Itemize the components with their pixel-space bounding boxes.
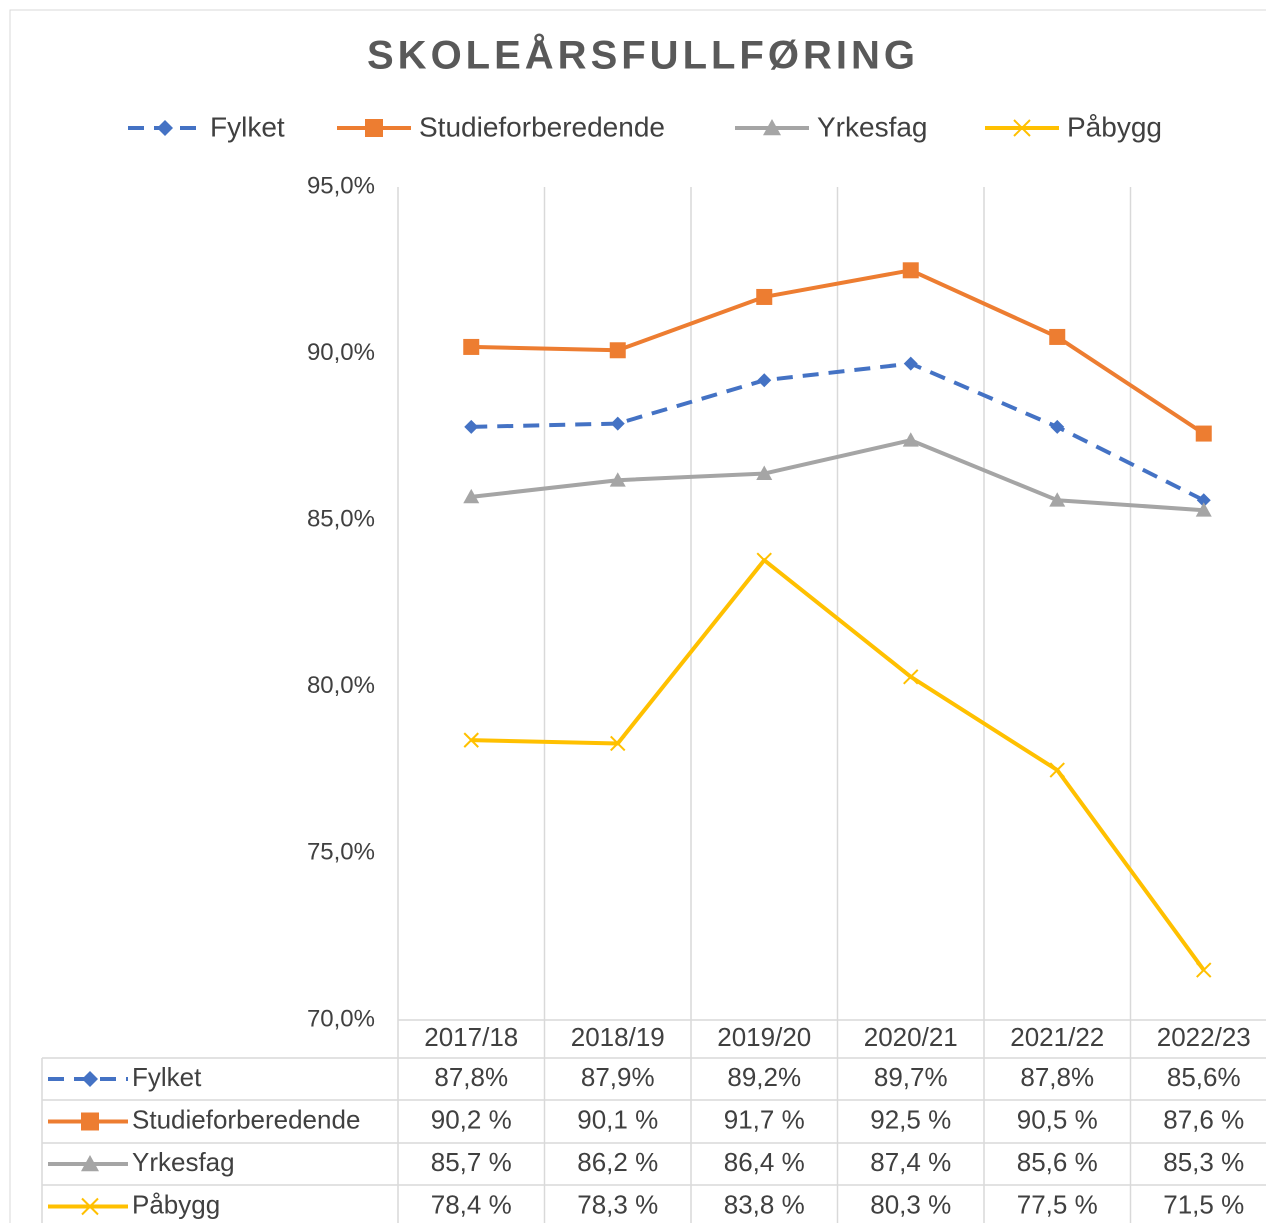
marker: [1196, 962, 1212, 978]
table-cell: 85,7 %: [431, 1147, 512, 1177]
series-line: [471, 438, 1204, 513]
marker: [1049, 762, 1065, 778]
marker: [609, 342, 626, 359]
table-cell: 80,3 %: [870, 1189, 951, 1219]
marker: [81, 1112, 99, 1131]
table-cell: 85,3 %: [1163, 1147, 1244, 1177]
marker: [463, 488, 480, 504]
table-row-label: Yrkesfag: [132, 1147, 235, 1177]
x-tick-label: 2020/21: [864, 1022, 958, 1052]
table-cell: 85,6 %: [1017, 1147, 1098, 1177]
x-tick-label: 2018/19: [571, 1022, 665, 1052]
table-cell: 78,4 %: [431, 1189, 512, 1219]
table-cell: 89,2%: [727, 1062, 801, 1092]
marker: [1049, 328, 1066, 345]
table-cell: 92,5 %: [870, 1104, 951, 1134]
marker: [902, 432, 919, 447]
series-line: [471, 268, 1205, 436]
marker: [756, 552, 772, 568]
marker: [1195, 502, 1212, 517]
x-tick-label: 2017/18: [424, 1022, 518, 1052]
legend-label: Fylket: [210, 111, 285, 142]
y-tick-label: 85,0%: [307, 506, 375, 533]
marker: [463, 338, 480, 355]
marker: [464, 419, 479, 434]
table-cell: 87,9%: [581, 1062, 655, 1092]
table-cell: 87,4 %: [870, 1147, 951, 1177]
chart-title: SKOLEÅRSFULLFØRING: [367, 33, 919, 78]
table-cell: 90,2 %: [431, 1104, 512, 1134]
y-tick-label: 95,0%: [307, 172, 375, 199]
y-tick-label: 75,0%: [307, 839, 375, 866]
series-line: [471, 558, 1206, 972]
table-cell: 90,5 %: [1017, 1104, 1098, 1134]
table-cell: 86,2 %: [577, 1147, 658, 1177]
marker: [1013, 119, 1031, 137]
table-cell: 86,4 %: [724, 1147, 805, 1177]
table-row-label: Fylket: [132, 1062, 202, 1092]
marker: [903, 669, 919, 685]
marker: [157, 120, 173, 136]
legend-label: Påbygg: [1067, 111, 1162, 142]
legend-label: Studieforberedende: [419, 111, 665, 142]
marker: [82, 1071, 98, 1087]
marker: [1195, 425, 1212, 442]
marker: [757, 373, 772, 388]
y-tick-label: 80,0%: [307, 672, 375, 699]
y-tick-label: 70,0%: [307, 1005, 375, 1032]
x-tick-label: 2019/20: [717, 1022, 811, 1052]
table-cell: 87,6 %: [1163, 1104, 1244, 1134]
table-cell: 91,7 %: [724, 1104, 805, 1134]
table-cell: 85,6%: [1167, 1062, 1241, 1092]
table-cell: 77,5 %: [1017, 1189, 1098, 1219]
table-cell: 78,3 %: [577, 1189, 658, 1219]
marker: [903, 356, 918, 371]
legend-label: Yrkesfag: [817, 111, 928, 142]
series-line: [471, 361, 1205, 502]
marker: [463, 732, 479, 748]
marker: [1049, 492, 1066, 507]
marker: [902, 262, 919, 279]
table-row-label: Påbygg: [132, 1189, 220, 1219]
table-cell: 71,5 %: [1163, 1189, 1244, 1219]
marker: [763, 119, 781, 136]
x-tick-label: 2022/23: [1157, 1022, 1251, 1052]
marker: [610, 416, 625, 431]
marker: [609, 472, 626, 487]
marker: [756, 288, 773, 305]
table-cell: 87,8%: [1020, 1062, 1094, 1092]
marker: [81, 1155, 99, 1172]
table-cell: 83,8 %: [724, 1189, 805, 1219]
table-row-label: Studieforberedende: [132, 1104, 360, 1134]
y-tick-label: 90,0%: [307, 339, 375, 366]
marker: [1196, 493, 1211, 508]
table-cell: 89,7%: [874, 1062, 948, 1092]
table-cell: 90,1 %: [577, 1104, 658, 1134]
chart-frame: [9, 9, 1266, 1223]
x-tick-label: 2021/22: [1010, 1022, 1104, 1052]
marker: [610, 735, 626, 752]
table-cell: 87,8%: [434, 1062, 508, 1092]
marker: [756, 465, 773, 480]
marker: [81, 1197, 99, 1216]
marker: [365, 119, 383, 137]
marker: [1050, 419, 1065, 434]
